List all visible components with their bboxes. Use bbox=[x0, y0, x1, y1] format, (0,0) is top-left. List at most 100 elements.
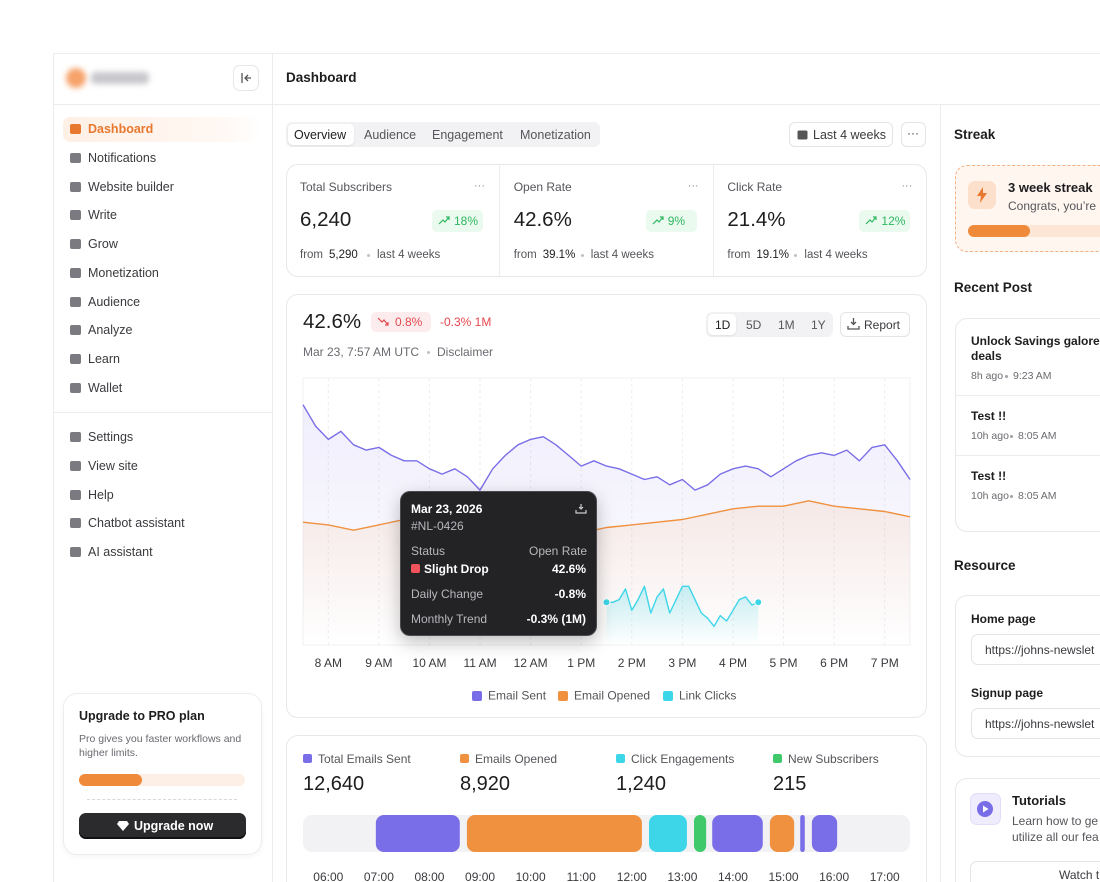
dot-separator bbox=[580, 254, 584, 257]
stat-from-text: from bbox=[513, 249, 537, 261]
nav-item[interactable]: Wallet bbox=[88, 380, 123, 395]
legend-label: Link Clicks bbox=[679, 689, 736, 703]
nav-item[interactable]: Dashboard bbox=[88, 122, 154, 136]
watch-button[interactable] bbox=[970, 861, 1100, 882]
timeline-tick-label: 13:00 bbox=[667, 870, 697, 882]
nav-icon bbox=[70, 432, 81, 442]
range-option[interactable]: 5D bbox=[746, 317, 762, 332]
nav-item[interactable]: Settings bbox=[88, 430, 134, 444]
tutorials-text: utilize all our fea bbox=[1012, 829, 1099, 844]
endpoint-dot bbox=[602, 598, 611, 607]
post-ago: 8h ago bbox=[971, 370, 1004, 382]
upgrade-card bbox=[63, 693, 262, 855]
nav-item[interactable]: Audience bbox=[88, 294, 141, 309]
nav-item[interactable]: Chatbot assistant bbox=[88, 516, 185, 531]
section-title: Resource bbox=[954, 557, 1016, 573]
nav-item[interactable]: AI assistant bbox=[88, 545, 153, 559]
diamond-icon bbox=[117, 821, 129, 831]
streak-fill bbox=[968, 225, 1030, 237]
bolt-icon bbox=[977, 187, 987, 203]
range-option[interactable]: 1Y bbox=[811, 317, 826, 332]
nav-item[interactable]: Analyze bbox=[88, 323, 133, 338]
timeline-tick-label: 07:00 bbox=[364, 870, 394, 882]
timeline-block bbox=[769, 815, 795, 852]
tab[interactable]: Monetization bbox=[520, 127, 591, 142]
timeline-tick-label: 08:00 bbox=[414, 870, 444, 882]
nav-item[interactable]: Help bbox=[88, 487, 114, 502]
series-line bbox=[302, 404, 911, 491]
stat-label: Total Subscribers bbox=[300, 180, 393, 194]
chart-value: 42.6% bbox=[303, 310, 362, 333]
tab[interactable]: Audience bbox=[364, 127, 417, 142]
nav-icon bbox=[70, 152, 81, 163]
legend-label: Email Sent bbox=[488, 689, 547, 703]
range-option[interactable]: 1D bbox=[715, 317, 731, 332]
nav-item[interactable]: Learn bbox=[88, 352, 120, 366]
legend-dot bbox=[303, 754, 312, 763]
nav-icon bbox=[70, 325, 81, 336]
report-button-label: Report bbox=[864, 317, 901, 332]
collapse-button[interactable] bbox=[233, 65, 259, 91]
down-arrow bbox=[377, 317, 389, 326]
recent-card bbox=[955, 318, 1100, 532]
timeline-tick-label: 12:00 bbox=[617, 870, 647, 882]
nav-icon bbox=[70, 518, 81, 529]
dot-separator bbox=[1010, 435, 1013, 438]
nav-item[interactable]: View site bbox=[88, 458, 138, 473]
disclaimer-link[interactable]: Disclaimer bbox=[437, 345, 494, 359]
tutorials-title: Tutorials bbox=[1012, 793, 1066, 808]
legend-swatch bbox=[558, 691, 568, 701]
nav-icon bbox=[70, 460, 81, 471]
report-button[interactable] bbox=[840, 312, 910, 337]
tab-active-bg bbox=[288, 124, 354, 145]
page-title: Dashboard bbox=[286, 70, 357, 85]
nav-item[interactable]: Write bbox=[88, 208, 117, 223]
endpoint-dot bbox=[754, 598, 763, 607]
tooltip-metric: 42.6% bbox=[552, 562, 587, 576]
nav-icon bbox=[70, 354, 81, 364]
stat-from-text: from bbox=[727, 249, 751, 261]
more-button-label: ··· bbox=[907, 126, 919, 140]
stat-value: 21.4% bbox=[727, 208, 786, 231]
tab[interactable]: Engagement bbox=[432, 127, 503, 142]
logo-mark bbox=[66, 68, 86, 88]
up-arrow bbox=[652, 216, 664, 225]
x-tick-label: 11 AM bbox=[463, 656, 496, 670]
tab[interactable]: Overview bbox=[294, 127, 347, 142]
range-button[interactable] bbox=[789, 122, 893, 147]
tooltip-row-value: -0.8% bbox=[554, 587, 586, 601]
more-button[interactable] bbox=[901, 122, 926, 147]
up-arrow bbox=[865, 216, 877, 225]
summary-card bbox=[286, 735, 927, 882]
summary-value: 215 bbox=[773, 773, 807, 795]
stat-value: 6,240 bbox=[300, 208, 352, 231]
timeline-block bbox=[648, 815, 687, 852]
upgrade-text: Pro gives you faster workflows and highe… bbox=[79, 733, 242, 759]
series-line bbox=[606, 585, 759, 627]
url-input[interactable] bbox=[971, 708, 1100, 739]
timeline-tick-label: 17:00 bbox=[870, 870, 900, 882]
summary-label: Total Emails Sent bbox=[318, 751, 411, 766]
nav-icon bbox=[70, 210, 81, 221]
collapse-icon bbox=[241, 73, 251, 83]
summary-label: Emails Opened bbox=[475, 751, 558, 766]
upgrade-button[interactable] bbox=[79, 813, 246, 839]
range-active-bg bbox=[708, 314, 736, 335]
chart-timestamp: Mar 23, 7:57 AM UTC bbox=[303, 345, 420, 359]
range-option[interactable]: 1M bbox=[778, 317, 795, 332]
nav-item[interactable]: Monetization bbox=[88, 265, 159, 280]
legend-dot bbox=[616, 754, 625, 763]
url-text: https://johns-newslet bbox=[985, 717, 1095, 731]
nav-item[interactable]: Website builder bbox=[88, 179, 174, 194]
frame-top-line bbox=[53, 53, 1100, 54]
post-divider bbox=[956, 455, 1100, 456]
nav-item[interactable]: Notifications bbox=[88, 150, 157, 165]
stat-menu: ··· bbox=[901, 180, 913, 192]
sidebar-divider bbox=[53, 412, 272, 413]
tooltip-date: Mar 23, 2026 bbox=[411, 502, 483, 516]
post-title: Test !! bbox=[971, 469, 1007, 483]
post-divider bbox=[956, 395, 1100, 396]
url-text: https://johns-newslet bbox=[985, 643, 1095, 657]
nav-item[interactable]: Grow bbox=[88, 237, 118, 251]
url-input[interactable] bbox=[971, 634, 1100, 665]
